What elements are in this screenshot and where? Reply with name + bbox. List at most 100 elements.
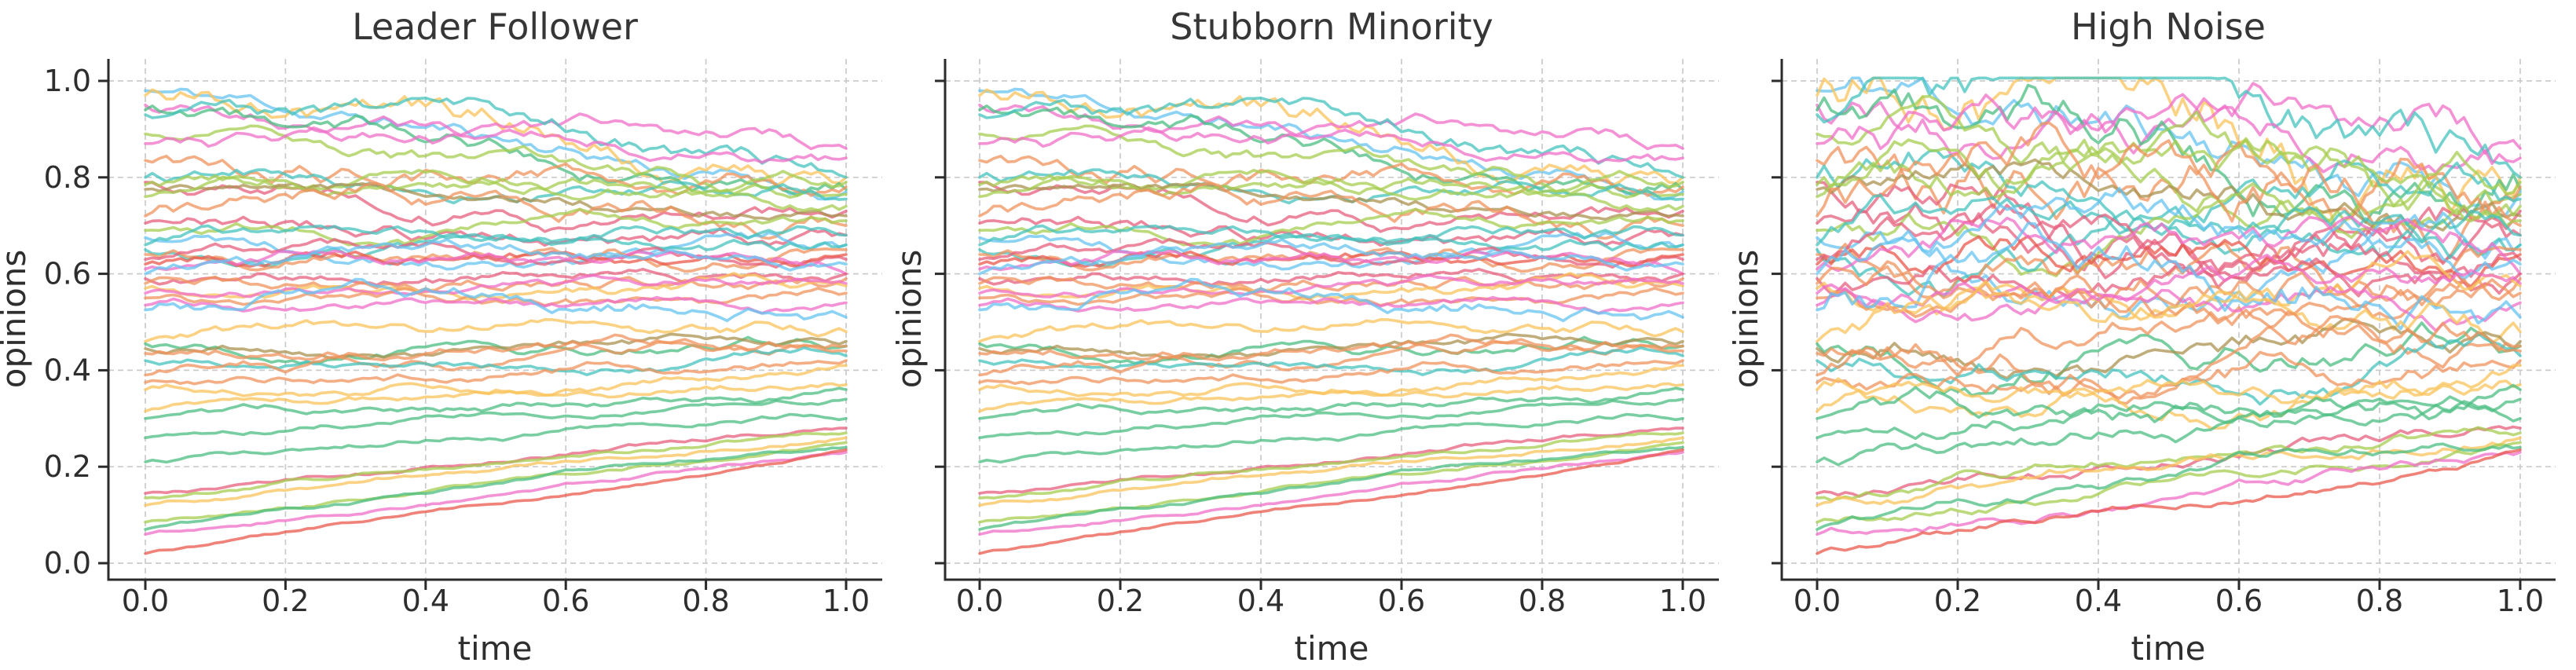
trajectory-line xyxy=(144,155,848,197)
trajectory-line xyxy=(978,231,1684,271)
y-axis-label: opinions xyxy=(890,250,929,389)
trajectory-line xyxy=(1816,257,2522,300)
trajectory-line xyxy=(978,237,1684,269)
trajectory-line xyxy=(978,332,1684,361)
x-tick-label: 0.6 xyxy=(1378,584,1425,618)
trajectory-line xyxy=(144,317,848,343)
x-tick-label: 0.2 xyxy=(1934,584,1981,618)
x-tick-label: 0.0 xyxy=(122,584,169,618)
panel-title: Stubborn Minority xyxy=(1170,5,1493,48)
y-tick-label: 0.8 xyxy=(44,160,91,195)
trajectory-line xyxy=(144,238,848,276)
trajectory-line xyxy=(144,431,848,500)
trajectory-line xyxy=(978,224,1684,247)
trajectory-line xyxy=(978,346,1684,377)
trajectory-line xyxy=(144,346,848,377)
trajectory-line xyxy=(1816,187,2522,281)
x-tick-label: 0.0 xyxy=(956,584,1003,618)
trajectory-line xyxy=(978,126,1684,164)
trajectory-line xyxy=(1816,253,2522,307)
trajectory-line xyxy=(978,364,1684,397)
x-tick-label: 0.4 xyxy=(402,584,449,618)
trajectory-line xyxy=(144,181,848,222)
trajectory-line xyxy=(978,238,1684,276)
trajectory-line xyxy=(978,232,1684,268)
trajectory-line xyxy=(978,249,1684,276)
trajectory-line xyxy=(144,295,848,315)
trajectory-line xyxy=(144,382,848,413)
trajectory-line xyxy=(1816,442,2522,531)
trajectory-line xyxy=(978,317,1684,343)
panel-high-noise: 0.0 0.2 0.4 0.6 0.8 1.0 High Noise time opini… xyxy=(1727,5,2556,668)
trajectory-line xyxy=(978,87,1684,201)
trajectory-line xyxy=(1816,93,2522,174)
trajectory-line xyxy=(978,155,1684,197)
plot-area: 0.0 0.2 0.4 0.6 0.8 1.0 xyxy=(1772,59,2556,618)
trajectory-line xyxy=(144,386,848,420)
trajectory-line xyxy=(144,87,848,201)
trajectory-line xyxy=(978,382,1684,413)
y-tick-label: 0.6 xyxy=(44,257,91,291)
trajectory-line xyxy=(978,181,1684,222)
trajectory-line xyxy=(978,445,1684,531)
panel-leader-follower: 0.0 0.2 0.4 0.6 0.8 1.0 0.0 0.2 0.4 0.6 0.8 1.0 Lea… xyxy=(0,5,882,668)
trajectory-line xyxy=(144,249,848,276)
trajectory-line xyxy=(1816,309,2522,405)
x-tick-label: 0.0 xyxy=(1794,584,1841,618)
x-tick-label: 1.0 xyxy=(823,584,870,618)
trajectory-line xyxy=(1816,76,2522,179)
x-axis-label: time xyxy=(458,629,533,667)
trajectory-line xyxy=(144,97,848,179)
trajectory-line xyxy=(1816,145,2522,229)
trajectory-line xyxy=(978,174,1684,212)
trajectory-line xyxy=(978,181,1684,233)
trajectory-line xyxy=(144,287,848,307)
trajectory-line xyxy=(144,436,848,507)
trajectory-line xyxy=(978,104,1684,197)
trajectory-line xyxy=(978,181,1684,240)
x-tick-label: 0.6 xyxy=(2215,584,2263,618)
trajectory-line xyxy=(1816,285,2522,332)
trajectory-line xyxy=(1816,265,2522,309)
y-tick-label: 0.2 xyxy=(44,449,91,484)
trajectory-line xyxy=(978,287,1684,307)
trajectory-line xyxy=(978,340,1684,377)
x-axis-label: time xyxy=(1295,629,1369,667)
trajectory-line xyxy=(144,277,848,323)
y-tick-label: 1.0 xyxy=(44,64,91,98)
trajectory-line xyxy=(978,450,1684,536)
trajectory-line xyxy=(144,126,848,164)
trajectory-line xyxy=(1816,182,2522,278)
trajectory-line xyxy=(978,386,1684,420)
trajectory-line xyxy=(1816,76,2522,233)
trajectory-line xyxy=(1816,287,2522,345)
x-tick-label: 0.2 xyxy=(262,584,309,618)
x-tick-label: 1.0 xyxy=(2497,584,2544,618)
y-axis-label: opinions xyxy=(0,250,33,389)
trajectory-line xyxy=(144,237,848,269)
trajectory-line xyxy=(978,397,1684,440)
plot-area: 0.0 0.2 0.4 0.6 0.8 1.0 0.0 0.2 0.4 0.6 0.8 1.0 xyxy=(44,59,882,618)
trajectory-line xyxy=(978,277,1684,323)
x-tick-label: 0.4 xyxy=(1237,584,1284,618)
trajectory-line xyxy=(1816,426,2522,502)
trajectory-line xyxy=(144,359,848,386)
trajectory-line xyxy=(978,207,1684,247)
y-tick-label: 0.0 xyxy=(44,546,91,580)
trajectory-line xyxy=(978,275,1684,293)
trajectory-line xyxy=(978,295,1684,315)
trajectory-line xyxy=(978,97,1684,179)
trajectory-line xyxy=(144,104,848,197)
trajectory-line xyxy=(144,275,848,293)
trajectory-line xyxy=(978,335,1684,365)
trajectory-line xyxy=(1816,448,2522,555)
trajectory-line xyxy=(144,412,848,464)
panel-title: Leader Follower xyxy=(352,5,638,48)
trajectory-line xyxy=(1816,450,2522,536)
trajectory-line xyxy=(978,359,1684,386)
trajectory-line xyxy=(1816,309,2522,377)
trajectory-line xyxy=(144,450,848,536)
trajectory-line xyxy=(978,431,1684,500)
